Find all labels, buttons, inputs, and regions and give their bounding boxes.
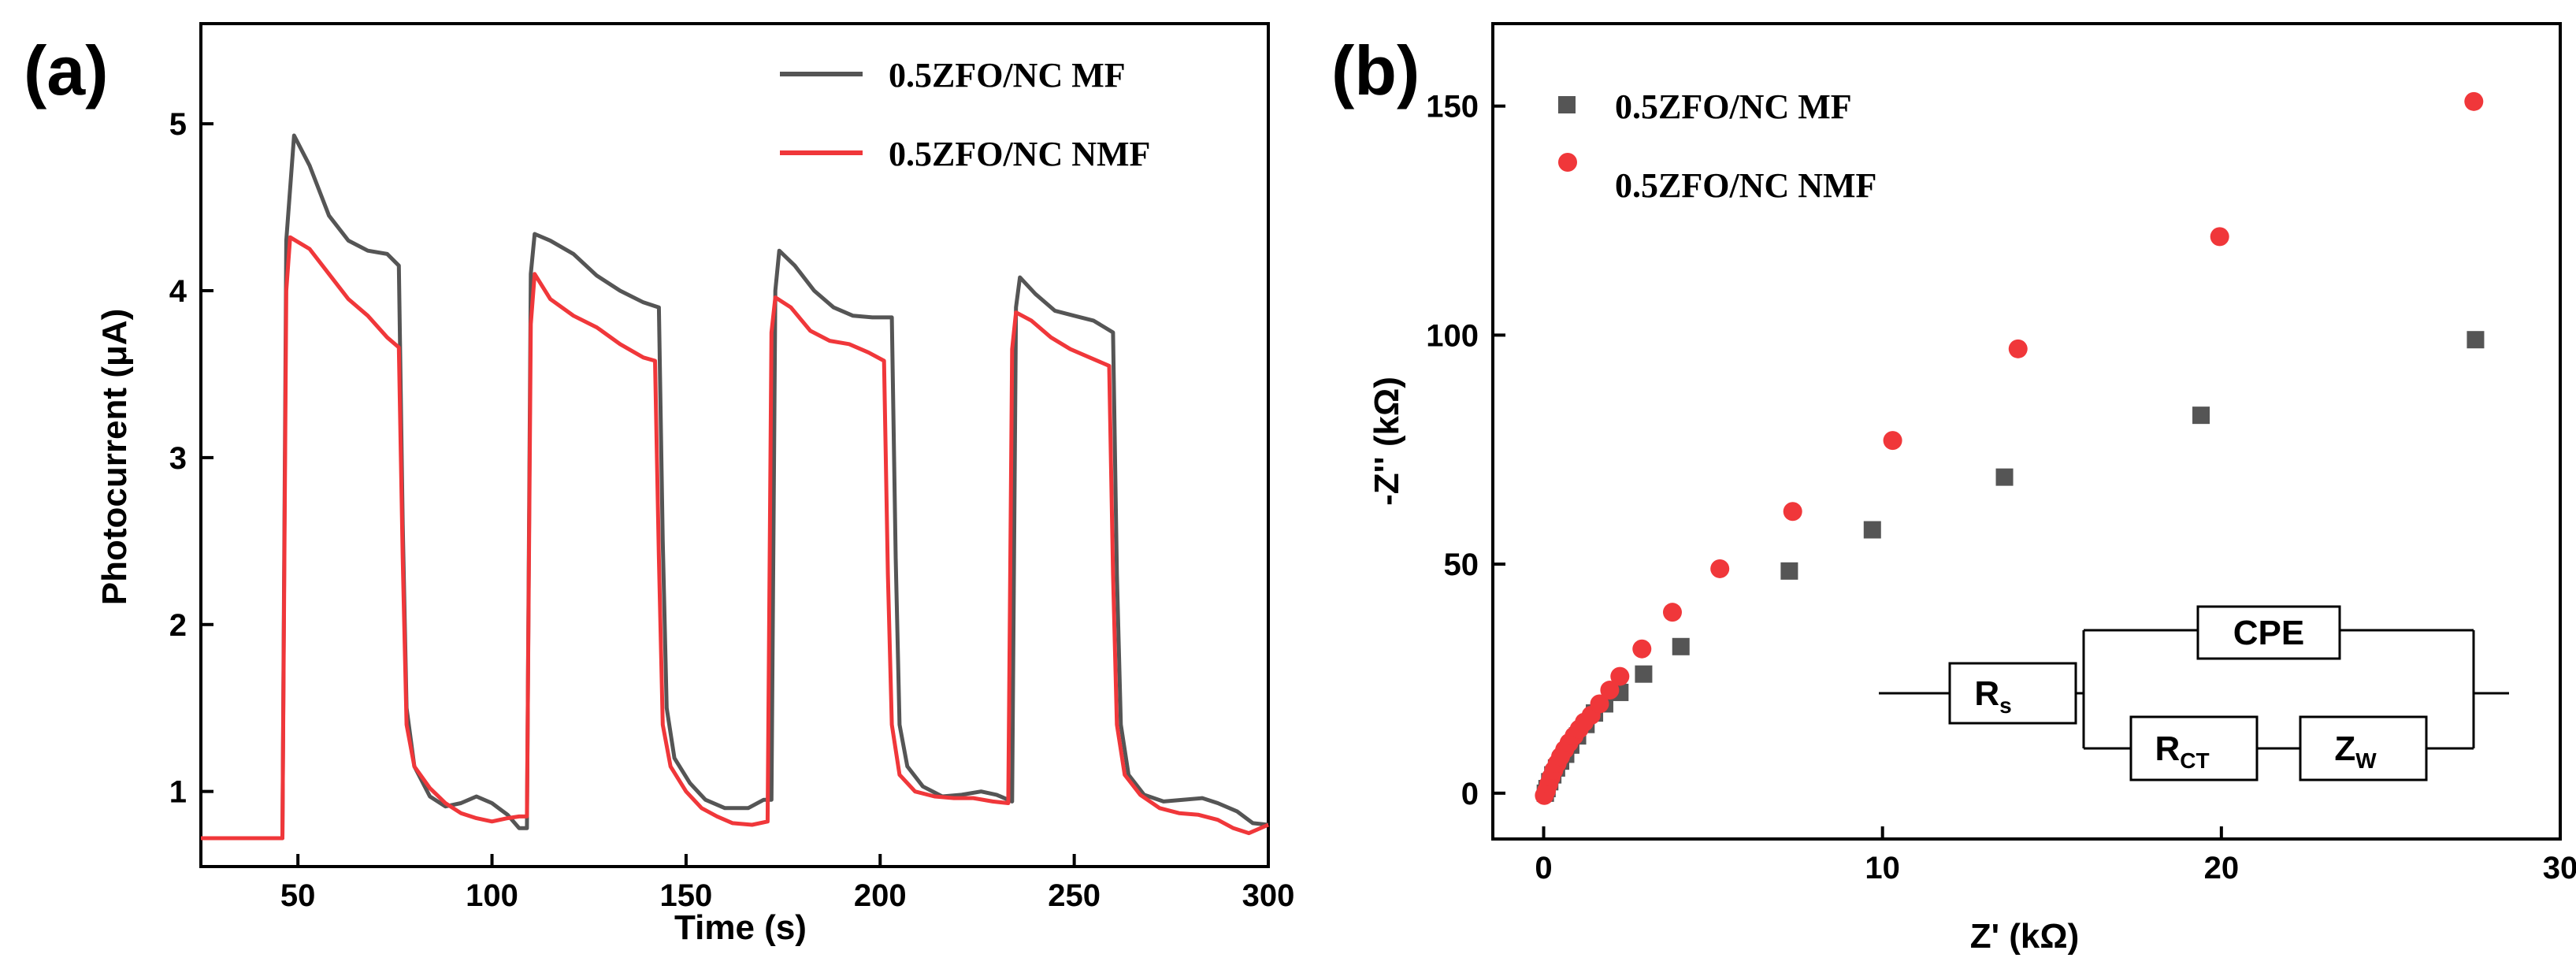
- legend-marker-mf: [1558, 96, 1576, 113]
- legend-label-nmf: 0.5ZFO/NC NMF: [1615, 166, 1876, 205]
- panel-b-x-tick-label: 30: [2543, 851, 2576, 885]
- panel-b-frame: [1491, 22, 2562, 841]
- panel-a-x-tick-label: 200: [854, 878, 907, 913]
- panel-b-impedance-chart: (b) 0 10 20 30 0 50 100 150 Z' (kΩ) -Z'' (kΩ) 0…: [1331, 22, 2576, 956]
- data-point-nmf: [1710, 559, 1730, 578]
- panel-a-x-axis-title: Time (s): [674, 908, 807, 947]
- panel-a-y-tick-label: 3: [169, 441, 187, 476]
- data-point-mf: [1635, 665, 1653, 683]
- series-line-nmf: [201, 235, 1269, 841]
- data-point-mf: [2467, 331, 2485, 349]
- legend-marker-nmf: [1558, 153, 1577, 172]
- equivalent-circuit-inset: [1879, 605, 2509, 781]
- data-point-nmf: [1610, 666, 1630, 686]
- data-point-nmf: [1600, 681, 1620, 700]
- circuit-label-zw: ZW: [2334, 729, 2377, 773]
- circuit-label-rs: Rs: [1974, 674, 2011, 718]
- panel-b-x-tick-label: 20: [2204, 851, 2240, 885]
- panel-b-plot-area: 0 10 20 30 0 50 100 150: [1426, 22, 2576, 885]
- data-point-nmf: [2210, 227, 2229, 247]
- data-point-mf: [2192, 406, 2210, 425]
- panel-a-x-tick-label: 300: [1242, 878, 1295, 913]
- panel-a-plot-area: 50 100 150 200 250 300 1 2 3 4 5: [169, 22, 1295, 913]
- panel-b-y-axis-title: -Z'' (kΩ): [1368, 377, 1406, 506]
- data-point-nmf: [1662, 603, 1682, 622]
- data-point-nmf: [2464, 91, 2484, 111]
- circuit-box-rs: [1948, 662, 2077, 725]
- panel-a-frame: [199, 22, 1270, 868]
- data-point-nmf: [2008, 339, 2028, 358]
- data-point-nmf: [1590, 694, 1609, 714]
- circuit-label-rct: RCT: [2155, 729, 2209, 773]
- panel-a-x-tick-label: 250: [1048, 878, 1101, 913]
- series-line-mf: [201, 133, 1269, 841]
- circuit-box-zw: [2299, 715, 2428, 781]
- data-point-nmf: [1883, 431, 1902, 451]
- legend-label-nmf: 0.5ZFO/NC NMF: [889, 135, 1150, 173]
- legend-label-mf: 0.5ZFO/NC MF: [889, 56, 1126, 95]
- panel-b-y-tick-label: 100: [1426, 318, 1479, 353]
- data-point-mf: [1672, 637, 1690, 655]
- panel-b-x-tick-label: 10: [1865, 851, 1900, 885]
- panel-b-y-tick-label: 50: [1444, 548, 1479, 582]
- circuit-box-rct: [2129, 715, 2259, 781]
- panel-a-y-tick-label: 5: [169, 107, 187, 142]
- panel-b-label: (b): [1331, 32, 1420, 110]
- panel-b-x-tick-label: 0: [1535, 851, 1552, 885]
- panel-b-legend: 0.5ZFO/NC MF 0.5ZFO/NC NMF: [1558, 87, 1876, 205]
- panel-a-photocurrent-chart: (a) 50 100 150 200 250 300 1 2 3 4 5 Time (s) Phot…: [24, 22, 1295, 947]
- panel-b-y-tick-label: 0: [1461, 777, 1479, 811]
- panel-a-legend: 0.5ZFO/NC MF 0.5ZFO/NC NMF: [780, 56, 1150, 173]
- panel-a-x-tick-label: 150: [660, 878, 713, 913]
- data-point-nmf: [1783, 502, 1802, 522]
- panel-a-y-axis-title: Photocurrent (μA): [95, 309, 134, 605]
- panel-a-y-tick-label: 2: [169, 608, 187, 643]
- data-point-mf: [1863, 521, 1881, 539]
- panel-a-label: (a): [24, 32, 109, 110]
- panel-a-x-tick-label: 100: [466, 878, 518, 913]
- data-point-mf: [1995, 468, 2014, 486]
- circuit-box-cpe: [2196, 605, 2341, 660]
- data-point-mf: [1780, 562, 1798, 580]
- panel-a-y-tick-label: 1: [169, 775, 187, 810]
- panel-a-y-tick-label: 4: [169, 274, 187, 309]
- panel-b-y-tick-label: 150: [1426, 90, 1479, 124]
- panel-b-x-axis-title: Z' (kΩ): [1970, 917, 2080, 956]
- data-point-nmf: [1632, 639, 1652, 659]
- panel-a-x-tick-label: 50: [280, 878, 316, 913]
- legend-label-mf: 0.5ZFO/NC MF: [1615, 87, 1852, 126]
- circuit-label-cpe: CPE: [2233, 614, 2304, 652]
- circuit-labels: Rs CPE RCT ZW: [1974, 614, 2377, 773]
